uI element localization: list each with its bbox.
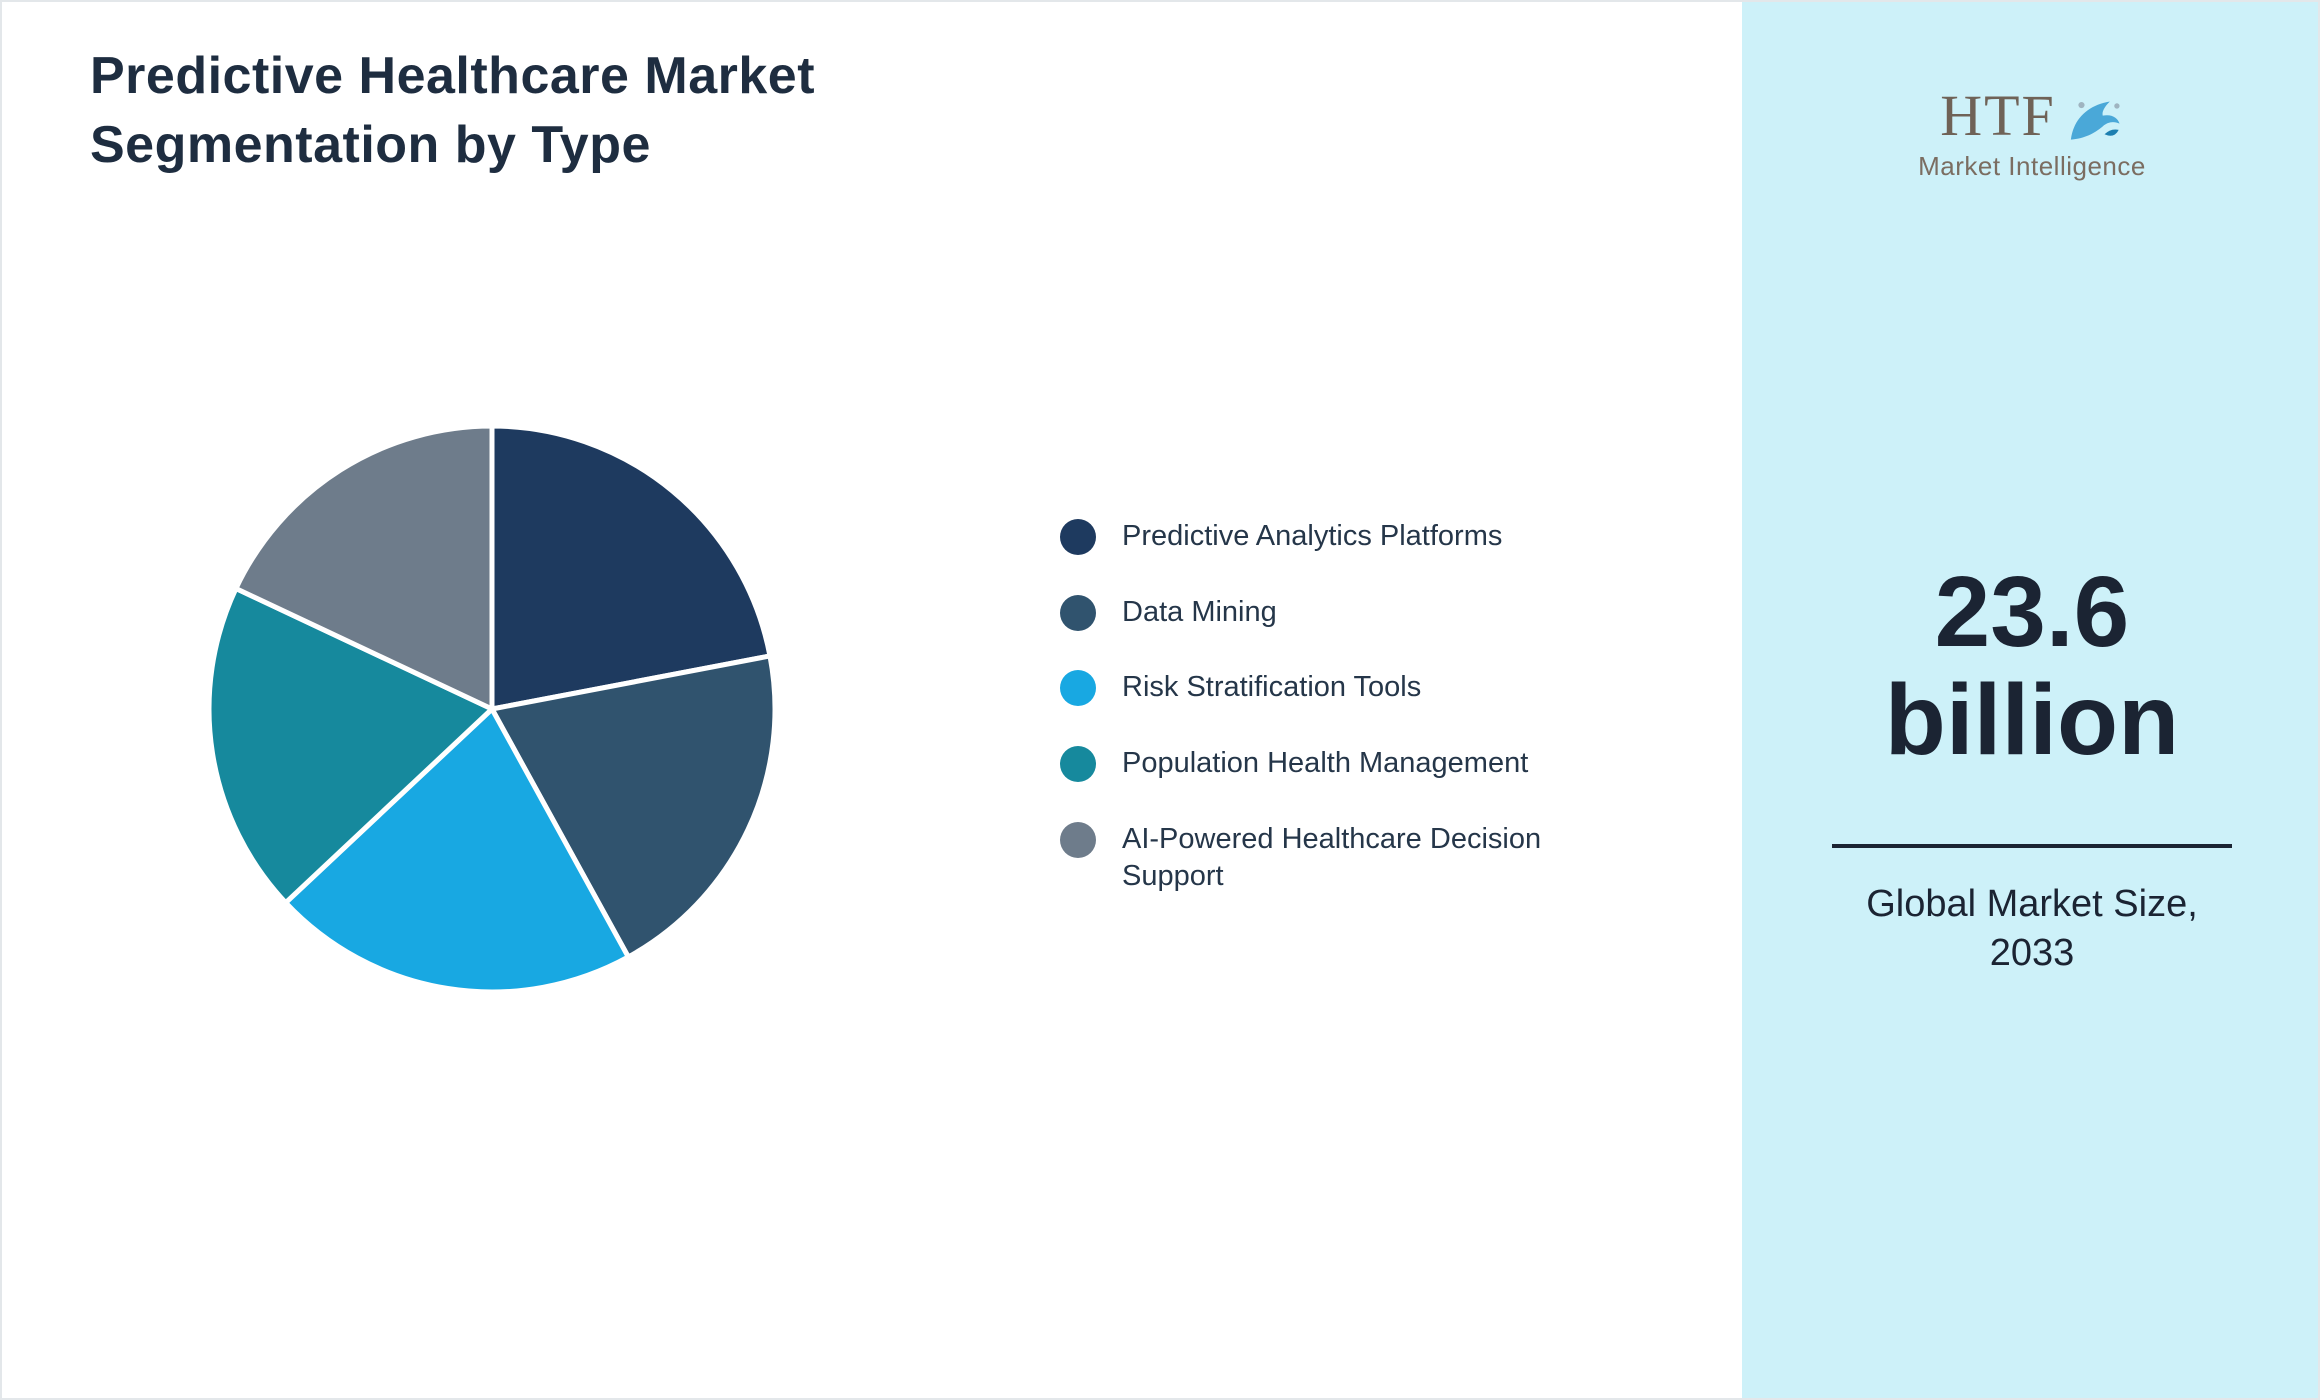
dolphin-logo-icon: [2062, 93, 2124, 149]
legend-swatch-icon: [1060, 821, 1096, 858]
chart-legend: Predictive Analytics Platforms Data Minin…: [1060, 518, 1600, 896]
market-size-number: 23.6: [1934, 556, 2130, 668]
legend-label: Predictive Analytics Platforms: [1122, 520, 1503, 552]
legend-item: Risk Stratification Tools: [1060, 669, 1600, 707]
pie-slice-1: [489, 423, 773, 712]
brand-name: HTF: [1940, 83, 2056, 148]
legend-item: Predictive Analytics Platforms: [1060, 518, 1600, 556]
page-title: Predictive Healthcare Market Segmentatio…: [90, 47, 816, 174]
pie-slice-4: [206, 586, 495, 906]
legend-label: Risk Stratification Tools: [1122, 671, 1422, 704]
pie-slice-2: [489, 653, 778, 960]
market-size-caption: Global Market Size, 2033: [1742, 880, 2318, 977]
pie-slice-3: [283, 706, 631, 995]
pie-chart-svg: [206, 423, 778, 995]
legend-swatch-icon: [1060, 519, 1096, 555]
legend-label: Data Mining: [1122, 595, 1277, 628]
market-size-value: 23.6 billion: [1742, 556, 2318, 776]
pie-chart: [192, 409, 792, 1009]
caption-line-1: Global Market Size,: [1866, 883, 2198, 925]
legend-item: Population Health Management: [1060, 745, 1600, 783]
brand-logo: HTF Market Intelligence: [1742, 82, 2318, 182]
legend-label: AI-Powered Healthcare Decision Support: [1122, 822, 1542, 893]
legend-label: Population Health Management: [1122, 747, 1529, 780]
legend-item: Data Mining: [1060, 594, 1600, 632]
brand-tagline: Market Intelligence: [1918, 151, 2146, 181]
legend-item: AI-Powered Healthcare Decision Support: [1060, 821, 1600, 896]
brand-logo-row: HTF: [1742, 82, 2318, 149]
market-size-unit: billion: [1884, 664, 2180, 776]
divider-line: [1832, 844, 2232, 848]
pie-slice-5: [233, 423, 495, 712]
legend-swatch-icon: [1060, 670, 1096, 707]
legend-swatch-icon: [1060, 594, 1096, 631]
caption-line-2: 2033: [1989, 931, 2075, 974]
right-panel: HTF Market Intelligence 23.6 billion Glo…: [1742, 2, 2318, 1398]
legend-swatch-icon: [1060, 746, 1096, 783]
